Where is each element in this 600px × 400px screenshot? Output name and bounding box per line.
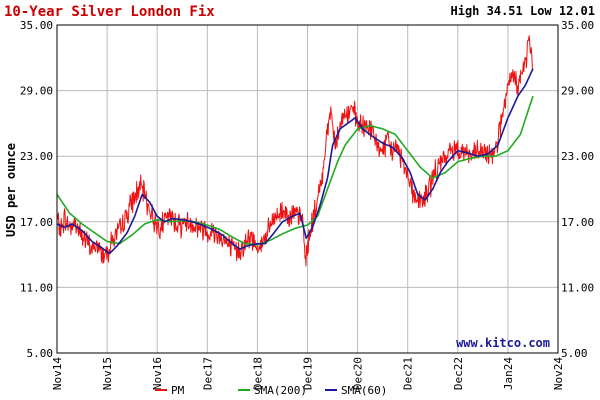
- watermark: www.kitco.com: [456, 336, 550, 350]
- series-line-sma-60: [56, 68, 534, 255]
- y-ticks-right: 35.00 29.00 23.00 17.00 11.00 5.00: [561, 19, 594, 360]
- x-tick-label: Dec19: [302, 357, 315, 390]
- chart-title: 10-Year Silver London Fix: [4, 4, 215, 20]
- series-layer: [56, 35, 534, 267]
- x-tick-label: Nov15: [101, 357, 114, 390]
- high-low-stats: High 34.51 Low 12.01: [451, 4, 596, 18]
- y-tick-label-right: 23.00: [561, 150, 594, 163]
- y-tick-label-left: 11.00: [20, 281, 53, 294]
- legend-label: SMA(60): [341, 384, 387, 397]
- x-ticks: Nov14 Nov15 Nov16 Dec17 Dec18 Dec19 Dec20 Dec21…: [51, 357, 565, 390]
- x-tick-label: Jan24: [502, 357, 515, 390]
- x-tick-label: Nov14: [51, 357, 64, 390]
- legend-label: PM: [171, 384, 185, 397]
- y-tick-label-left: 29.00: [20, 85, 53, 98]
- x-tick-label: Dec22: [452, 357, 465, 390]
- plot-frame: [56, 24, 559, 354]
- y-axis-label: USD per ounce: [4, 143, 18, 237]
- series-line-sma-200: [56, 95, 534, 246]
- y-tick-label-right: 11.00: [561, 281, 594, 294]
- x-tick-label: Dec18: [251, 357, 264, 390]
- y-ticks-left: 35.00 29.00 23.00 17.00 11.00 5.00: [20, 19, 53, 360]
- x-tick-label: Nov24: [552, 357, 565, 390]
- y-tick-label-right: 5.00: [561, 347, 588, 360]
- x-tick-label: Nov16: [151, 357, 164, 390]
- y-tick-label-right: 29.00: [561, 85, 594, 98]
- y-tick-label-right: 17.00: [561, 216, 594, 229]
- x-tick-label: Dec17: [201, 357, 214, 390]
- grid-lines: [56, 24, 559, 354]
- y-tick-label-left: 17.00: [20, 216, 53, 229]
- legend: PM SMA(200) SMA(60): [155, 384, 387, 397]
- y-tick-label-left: 5.00: [27, 347, 54, 360]
- y-tick-label-right: 35.00: [561, 19, 594, 32]
- x-tick-label: Dec21: [402, 357, 415, 390]
- y-tick-label-left: 23.00: [20, 150, 53, 163]
- y-tick-label-left: 35.00: [20, 19, 53, 32]
- series-line-pm: [56, 35, 534, 267]
- x-tick-label: Dec20: [352, 357, 365, 390]
- legend-label: SMA(200): [254, 384, 307, 397]
